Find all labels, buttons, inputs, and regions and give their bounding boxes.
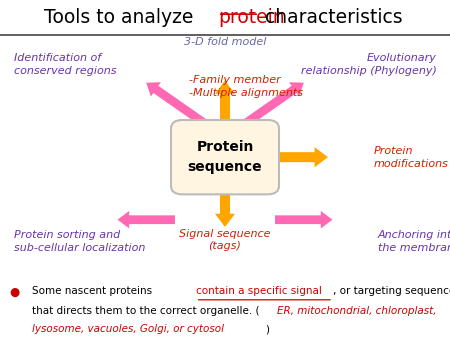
Text: ●: ● — [9, 286, 19, 298]
Text: Anchoring into
the membrane: Anchoring into the membrane — [378, 230, 450, 253]
Text: ): ) — [266, 324, 270, 335]
Text: Protein
sequence: Protein sequence — [188, 140, 262, 174]
Text: 3-D fold model: 3-D fold model — [184, 37, 266, 47]
Text: Tools to analyze: Tools to analyze — [44, 8, 199, 27]
Text: contain a specific signal: contain a specific signal — [196, 286, 322, 296]
FancyBboxPatch shape — [171, 120, 279, 194]
Text: , or targeting sequence: , or targeting sequence — [333, 286, 450, 296]
Text: -Family member
-Multiple alignments: -Family member -Multiple alignments — [189, 75, 303, 98]
Text: Identification of
conserved regions: Identification of conserved regions — [14, 53, 116, 76]
Text: protein: protein — [218, 8, 284, 27]
Text: ER, mitochondrial, chloroplast,: ER, mitochondrial, chloroplast, — [277, 306, 436, 316]
Text: Evolutionary
relationship (Phylogeny): Evolutionary relationship (Phylogeny) — [301, 53, 436, 76]
Text: Protein
modifications: Protein modifications — [374, 146, 448, 169]
Text: Protein sorting and
sub-cellular localization: Protein sorting and sub-cellular localiz… — [14, 230, 145, 253]
Text: Signal sequence
(tags): Signal sequence (tags) — [179, 228, 271, 251]
Text: Tools to analyze protein characteristics: Tools to analyze protein characteristics — [42, 8, 408, 27]
Text: lysosome, vacuoles, Golgi, or cytosol: lysosome, vacuoles, Golgi, or cytosol — [32, 324, 224, 335]
Text: characteristics: characteristics — [259, 8, 403, 27]
Text: that directs them to the correct organelle. (: that directs them to the correct organel… — [32, 306, 259, 316]
Text: Some nascent proteins: Some nascent proteins — [32, 286, 155, 296]
